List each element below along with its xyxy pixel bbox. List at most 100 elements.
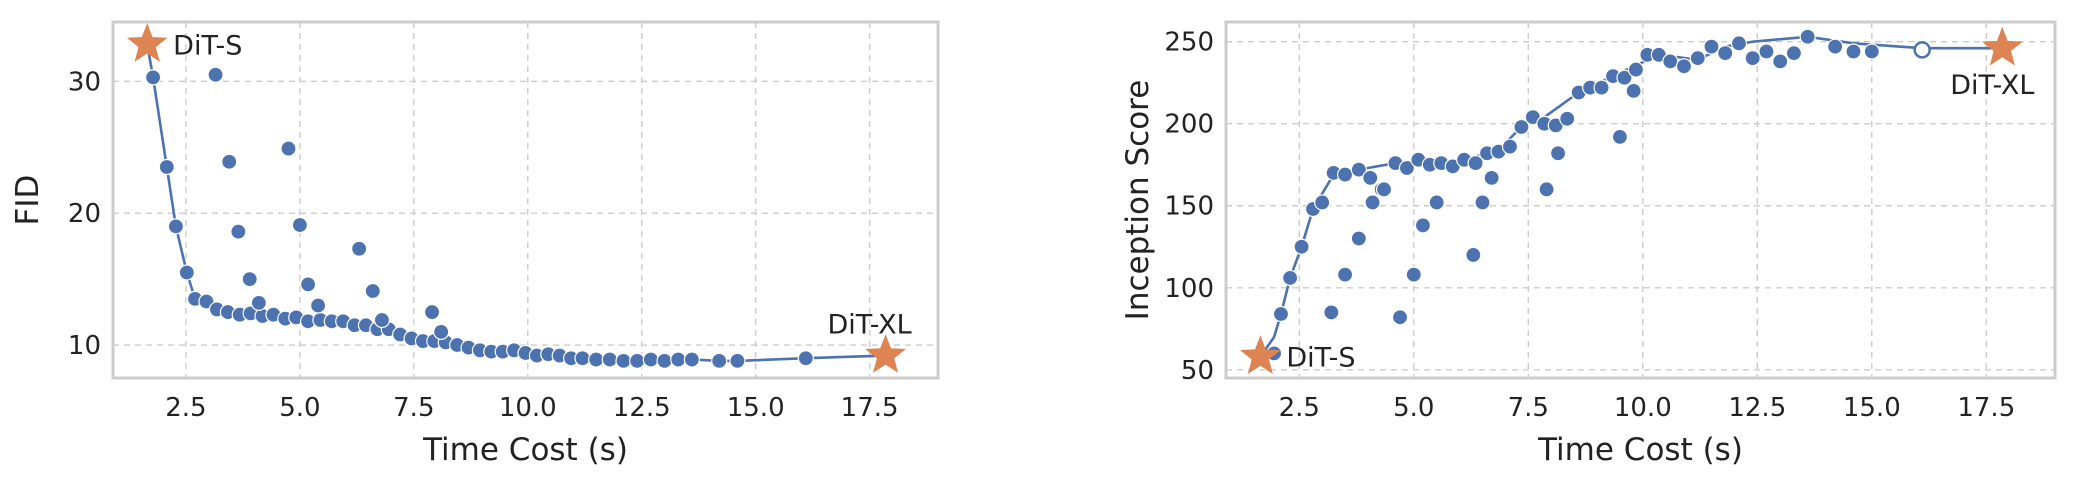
x-tick-label: 2.5 bbox=[1279, 393, 1320, 423]
data-point bbox=[158, 158, 175, 176]
data-point bbox=[423, 303, 441, 321]
data-point bbox=[433, 323, 450, 340]
data-point bbox=[1501, 138, 1519, 155]
data-point bbox=[601, 351, 618, 368]
star-marker bbox=[126, 22, 168, 62]
data-point bbox=[1428, 194, 1445, 211]
y-tick-label: 250 bbox=[1164, 28, 1214, 58]
data-point bbox=[241, 271, 258, 288]
data-point bbox=[1559, 110, 1576, 127]
x-tick-label: 12.5 bbox=[1728, 393, 1786, 423]
y-tick-label: 200 bbox=[1164, 110, 1214, 140]
data-point bbox=[1772, 53, 1789, 70]
data-point bbox=[1675, 58, 1693, 75]
x-tick-label: 17.5 bbox=[1957, 393, 2015, 423]
data-point bbox=[299, 276, 317, 293]
x-tick-label: 12.5 bbox=[613, 393, 671, 423]
data-point bbox=[178, 264, 195, 281]
plot-area bbox=[1259, 28, 2003, 362]
data-point bbox=[1593, 79, 1610, 96]
data-point bbox=[629, 352, 646, 369]
data-point bbox=[670, 351, 687, 368]
data-point bbox=[1414, 217, 1432, 234]
data-point bbox=[1549, 145, 1567, 162]
data-point bbox=[1785, 45, 1803, 62]
data-point bbox=[1744, 49, 1761, 67]
data-point bbox=[1293, 238, 1310, 255]
data-point bbox=[250, 294, 267, 311]
axes-frame bbox=[1224, 20, 2057, 380]
data-point bbox=[1465, 246, 1482, 264]
data-point bbox=[574, 350, 591, 367]
data-point bbox=[1689, 49, 1706, 67]
data-point bbox=[1483, 169, 1500, 186]
data-point bbox=[1730, 35, 1748, 52]
star-marker bbox=[1981, 26, 2023, 66]
chart-panel-2: 2.5 5.0 7.5 10.0 12.5 15.0 17.5 50 100 150 200 250 T… bbox=[1120, 20, 2057, 468]
data-point bbox=[683, 351, 700, 368]
x-tick-label: 2.5 bbox=[165, 393, 206, 423]
data-point bbox=[729, 352, 746, 369]
y-tick-label: 10 bbox=[68, 331, 101, 361]
star-label: DiT-S bbox=[1286, 343, 1355, 374]
chart-panel-1: 2.5 5.0 7.5 10.0 12.5 15.0 17.5 10 20 30 Time Cost… bbox=[10, 20, 940, 468]
data-point bbox=[1467, 154, 1484, 172]
data-point bbox=[230, 223, 247, 240]
y-axis-label: Inception Score bbox=[1120, 80, 1156, 321]
data-point bbox=[1827, 38, 1844, 55]
x-tick-label: 5.0 bbox=[279, 393, 320, 423]
data-point bbox=[1513, 118, 1530, 136]
data-point bbox=[1405, 266, 1422, 283]
data-point bbox=[1375, 181, 1393, 198]
data-point bbox=[291, 216, 308, 234]
star-marker bbox=[1239, 335, 1281, 375]
star-label: DiT-XL bbox=[827, 310, 911, 341]
data-point bbox=[1350, 230, 1367, 247]
x-tick-label: 7.5 bbox=[1508, 393, 1549, 423]
data-point bbox=[1799, 28, 1816, 45]
data-point bbox=[1611, 128, 1628, 145]
data-point bbox=[310, 297, 327, 314]
data-point bbox=[1474, 194, 1491, 211]
data-point bbox=[145, 69, 162, 86]
data-point bbox=[167, 218, 185, 235]
data-point bbox=[1398, 159, 1416, 177]
data-point bbox=[1391, 309, 1409, 326]
data-point bbox=[1616, 69, 1633, 86]
data-point bbox=[351, 240, 368, 257]
data-point bbox=[1913, 41, 1931, 59]
data-point bbox=[1336, 266, 1354, 283]
y-tick-label: 50 bbox=[1181, 356, 1214, 386]
data-point bbox=[1662, 53, 1679, 70]
x-tick-label: 17.5 bbox=[841, 393, 899, 423]
plot-area bbox=[145, 44, 886, 369]
data-point bbox=[1323, 304, 1340, 321]
x-tick-label: 15.0 bbox=[727, 393, 785, 423]
y-tick-label: 30 bbox=[68, 67, 101, 97]
data-point bbox=[364, 282, 381, 300]
data-point bbox=[1350, 161, 1367, 178]
data-point bbox=[221, 153, 238, 170]
data-point bbox=[1758, 43, 1775, 60]
x-tick-label: 7.5 bbox=[393, 393, 434, 423]
axes-frame bbox=[111, 20, 940, 380]
data-point bbox=[1717, 45, 1734, 62]
y-tick-label: 100 bbox=[1164, 274, 1214, 304]
data-point bbox=[1863, 43, 1880, 60]
data-point bbox=[1282, 269, 1299, 287]
x-axis-label: Time Cost (s) bbox=[1537, 432, 1743, 468]
data-point bbox=[1627, 61, 1645, 78]
y-tick-label: 20 bbox=[68, 199, 101, 229]
star-marker bbox=[865, 334, 906, 373]
data-point bbox=[1272, 305, 1290, 323]
x-tick-label: 15.0 bbox=[1843, 393, 1901, 423]
data-point bbox=[373, 311, 391, 329]
data-point bbox=[711, 352, 728, 369]
data-point bbox=[1364, 194, 1381, 211]
x-tick-label: 10.0 bbox=[1614, 393, 1672, 423]
data-point bbox=[615, 352, 632, 369]
y-axis-label: FID bbox=[10, 175, 46, 226]
data-point bbox=[797, 350, 814, 367]
